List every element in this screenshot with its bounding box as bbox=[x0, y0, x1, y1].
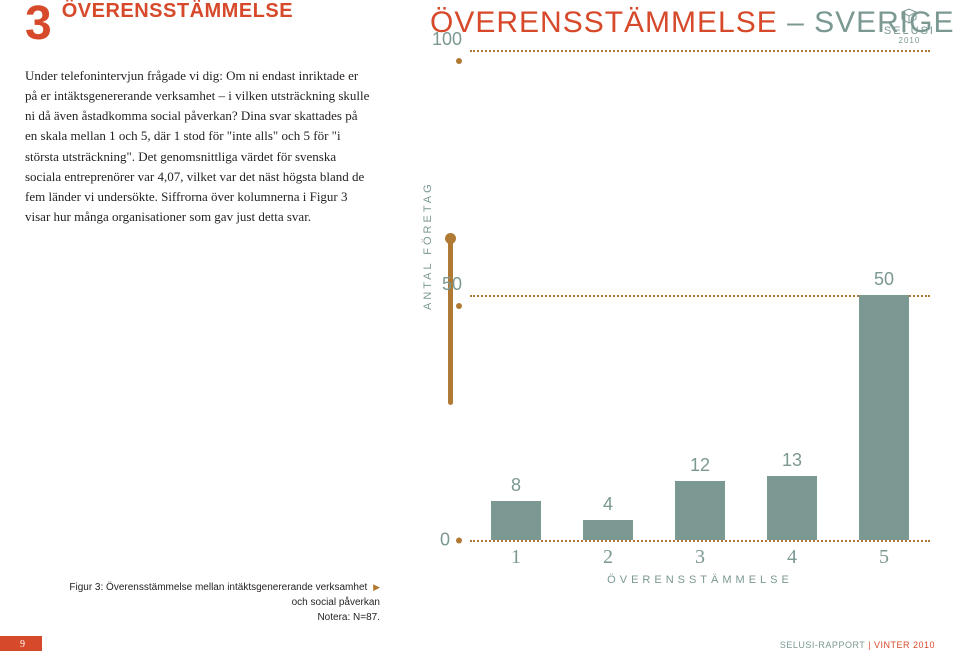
y-tick: 50 bbox=[430, 274, 462, 316]
section-body: Under telefonintervjun frågade vi dig: O… bbox=[25, 66, 370, 227]
bar-chart: ANTAL FÖRETAG 0501008142123134505 ÖVEREN… bbox=[430, 50, 930, 560]
plot-area: 0501008142123134505 bbox=[470, 50, 930, 540]
footer-page-number: 9 bbox=[20, 639, 25, 650]
logo: SELUSI 2010 bbox=[884, 8, 935, 45]
section-title: ÖVERENSSTÄMMELSE bbox=[62, 0, 293, 23]
x-tick: 1 bbox=[511, 546, 521, 569]
logo-year: 2010 bbox=[884, 36, 935, 45]
bar: 8 bbox=[491, 501, 542, 540]
x-tick: 5 bbox=[879, 546, 889, 569]
footer-right-b: | VINTER 2010 bbox=[868, 640, 935, 650]
bar: 13 bbox=[767, 476, 818, 540]
x-axis-label: ÖVERENSSTÄMMELSE bbox=[607, 574, 793, 586]
caption-line-3: Notera: N=87. bbox=[317, 612, 380, 623]
left-text-column: 3 ÖVERENSSTÄMMELSE Under telefonintervju… bbox=[25, 0, 370, 227]
triangle-icon: ▶ bbox=[373, 582, 380, 592]
x-tick: 4 bbox=[787, 546, 797, 569]
figure-caption: Figur 3: Överensstämmelse mellan intäkts… bbox=[25, 580, 380, 625]
x-tick: 3 bbox=[695, 546, 705, 569]
bar: 50 bbox=[859, 295, 910, 540]
y-tick: 0 bbox=[430, 530, 462, 551]
cube-icon bbox=[898, 8, 920, 24]
caption-line-1: Figur 3: Överensstämmelse mellan intäkts… bbox=[69, 582, 367, 593]
caption-line-2: och social påverkan bbox=[292, 597, 380, 608]
chart-title: ÖVERENSSTÄMMELSE – SVERIGE bbox=[430, 6, 954, 40]
chart-title-a: ÖVERENSSTÄMMELSE bbox=[430, 6, 778, 39]
bar-value-label: 8 bbox=[491, 475, 542, 496]
bar-value-label: 50 bbox=[859, 269, 910, 290]
gridline bbox=[470, 540, 930, 542]
bar: 12 bbox=[675, 481, 726, 540]
bar: 4 bbox=[583, 520, 634, 540]
y-axis-decorative-bar bbox=[448, 235, 453, 405]
footer-right: SELUSI-RAPPORT | VINTER 2010 bbox=[780, 640, 935, 650]
bar-value-label: 12 bbox=[675, 455, 726, 476]
bar-value-label: 4 bbox=[583, 494, 634, 515]
x-tick: 2 bbox=[603, 546, 613, 569]
bar-value-label: 13 bbox=[767, 450, 818, 471]
y-tick: 100 bbox=[430, 29, 462, 71]
section-number: 3 bbox=[25, 0, 52, 48]
footer-right-a: SELUSI-RAPPORT bbox=[780, 640, 868, 650]
gridline bbox=[470, 50, 930, 52]
